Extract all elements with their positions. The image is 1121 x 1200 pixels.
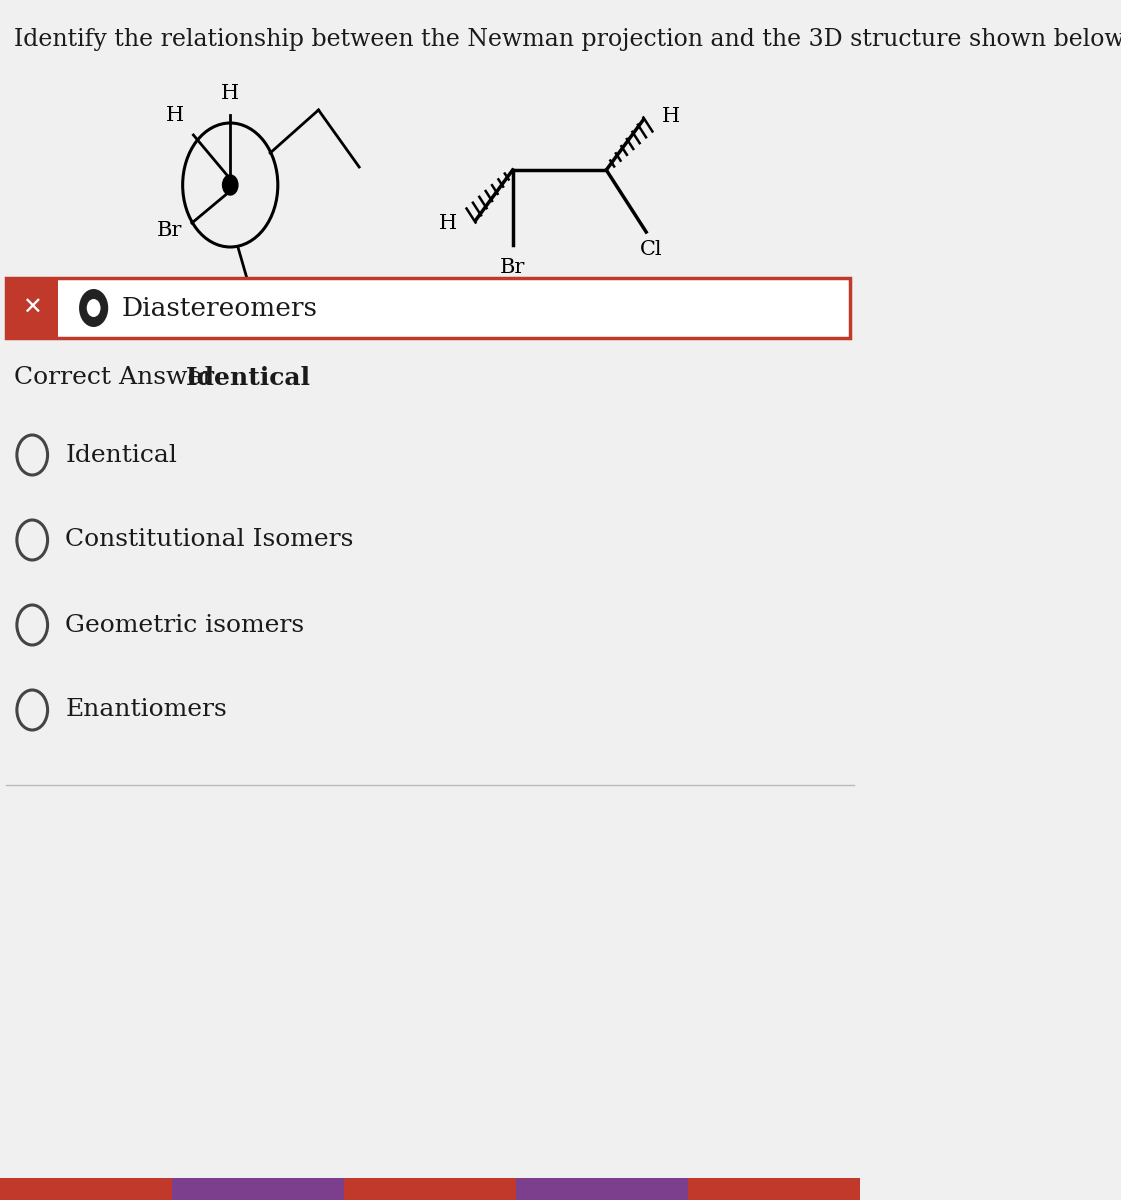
FancyBboxPatch shape <box>344 1178 516 1200</box>
Text: H: H <box>166 106 184 125</box>
Circle shape <box>223 175 238 194</box>
FancyBboxPatch shape <box>6 278 58 338</box>
Text: H: H <box>221 84 239 103</box>
FancyBboxPatch shape <box>516 1178 688 1200</box>
Circle shape <box>86 299 101 317</box>
FancyBboxPatch shape <box>172 1178 344 1200</box>
FancyBboxPatch shape <box>6 278 851 338</box>
FancyBboxPatch shape <box>0 1178 172 1200</box>
Text: ✕: ✕ <box>22 296 43 320</box>
Text: Correct Answer:: Correct Answer: <box>13 366 231 390</box>
Text: H: H <box>439 215 457 234</box>
Text: Identify the relationship between the Newman projection and the 3D structure sho: Identify the relationship between the Ne… <box>13 28 1121 50</box>
FancyBboxPatch shape <box>688 1178 860 1200</box>
Text: H: H <box>661 107 679 126</box>
Text: Enantiomers: Enantiomers <box>65 698 226 721</box>
Text: Geometric isomers: Geometric isomers <box>65 613 305 636</box>
Text: Br: Br <box>500 258 526 277</box>
Text: Constitutional Isomers: Constitutional Isomers <box>65 528 353 552</box>
Text: Diastereomers: Diastereomers <box>121 295 317 320</box>
Text: Cl: Cl <box>639 240 663 259</box>
Text: Identical: Identical <box>186 366 311 390</box>
Text: Identical: Identical <box>65 444 177 467</box>
Text: Cl: Cl <box>242 305 265 324</box>
Text: Br: Br <box>157 222 183 240</box>
Circle shape <box>80 289 109 326</box>
